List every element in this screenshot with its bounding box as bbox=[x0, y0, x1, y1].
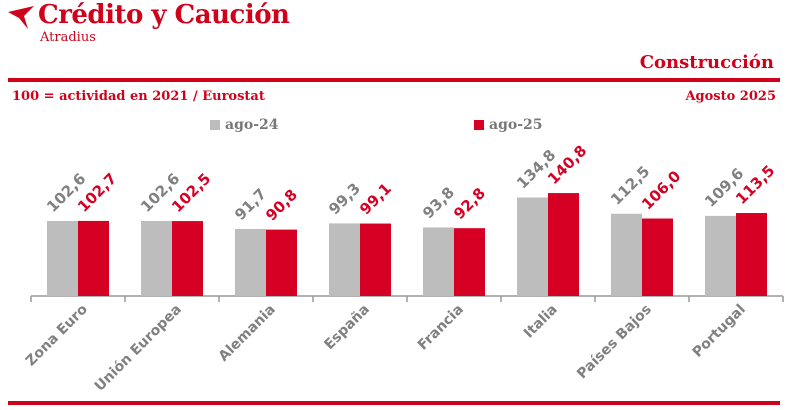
bar-ago-25 bbox=[172, 221, 203, 296]
bar-ago-24 bbox=[611, 213, 642, 296]
data-label: 99,3 bbox=[325, 179, 364, 218]
data-label: 93,8 bbox=[419, 183, 458, 222]
category-label: Italia bbox=[521, 302, 561, 342]
category-label: Zona Euro bbox=[23, 301, 91, 369]
brand-name: Crédito y Caución bbox=[38, 0, 290, 30]
bar-ago-24 bbox=[517, 197, 548, 296]
data-label: 91,7 bbox=[231, 185, 270, 224]
bar-ago-25 bbox=[736, 213, 767, 296]
bar-ago-24 bbox=[141, 220, 172, 296]
brand-sub: Atradius bbox=[40, 30, 96, 45]
category-label: Alemania bbox=[216, 302, 279, 365]
bar-ago-24 bbox=[235, 228, 266, 296]
bar-ago-24 bbox=[329, 223, 360, 296]
bar-ago-24 bbox=[423, 227, 454, 296]
bar-ago-25 bbox=[454, 228, 485, 296]
chart-note: 100 = actividad en 2021 / Eurostat bbox=[12, 89, 265, 104]
data-label: 90,8 bbox=[262, 186, 301, 225]
legend-ago25: ago-25 bbox=[474, 117, 543, 133]
bottom-rule bbox=[8, 401, 780, 405]
data-label: 99,1 bbox=[356, 179, 395, 218]
top-rule bbox=[8, 78, 780, 82]
bar-ago-24 bbox=[47, 220, 78, 296]
bar-ago-25 bbox=[548, 193, 579, 296]
category-label: Unión Europea bbox=[92, 302, 185, 395]
data-label: 92,8 bbox=[450, 184, 489, 223]
bar-ago-25 bbox=[78, 220, 109, 296]
category-label: Francia bbox=[415, 302, 467, 354]
category-label: Países Bajos bbox=[574, 302, 655, 383]
category-label: España bbox=[321, 302, 372, 353]
bar-ago-24 bbox=[705, 215, 736, 296]
chart-title: Construcción bbox=[639, 52, 774, 73]
category-label: Portugal bbox=[690, 302, 749, 361]
legend-ago24: ago-24 bbox=[210, 117, 279, 133]
chart-date: Agosto 2025 bbox=[685, 89, 776, 104]
logo-icon bbox=[6, 4, 36, 34]
bar-ago-25 bbox=[266, 229, 297, 296]
bar-ago-25 bbox=[360, 223, 391, 296]
bar-ago-25 bbox=[642, 218, 673, 296]
